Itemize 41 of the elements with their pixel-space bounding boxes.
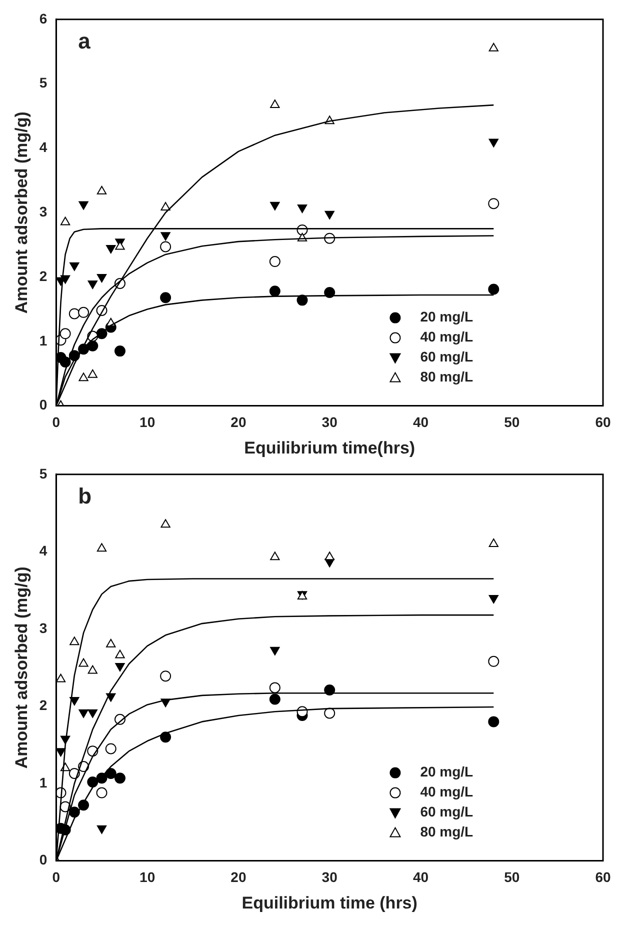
y-tick-label: 3	[39, 620, 48, 636]
x-tick-label: 40	[412, 869, 429, 886]
x-tick-label: 20	[230, 414, 246, 430]
legend-label: 60 mg/L	[420, 348, 474, 365]
legend-label: 20 mg/L	[420, 308, 474, 325]
legend-label: 40 mg/L	[420, 784, 474, 800]
legend-label: 20 mg/L	[420, 764, 474, 780]
y-tick-label: 2	[39, 697, 48, 714]
y-tick-label: 2	[39, 268, 48, 284]
y-tick-label: 1	[39, 332, 48, 348]
y-axis-title: Amount adsorbed (mg/g)	[12, 112, 31, 314]
y-axis-title: Amount adsorbed (mg/g)	[12, 566, 31, 769]
annotation: b	[78, 483, 92, 508]
x-tick-label: 20	[230, 869, 246, 886]
y-tick-label: 4	[39, 139, 48, 156]
legend-label: 60 mg/L	[420, 804, 474, 820]
x-tick-label: 50	[504, 414, 520, 430]
x-tick-label: 40	[412, 414, 429, 430]
y-tick-label: 4	[39, 542, 48, 559]
x-tick-label: 0	[52, 414, 60, 430]
x-tick-label: 10	[140, 414, 156, 430]
y-tick-label: 5	[39, 465, 48, 482]
x-tick-label: 30	[322, 414, 338, 430]
annotation: a	[78, 28, 92, 54]
y-tick-label: 1	[39, 774, 48, 790]
y-tick-label: 3	[39, 203, 48, 220]
legend-label: 40 mg/L	[420, 328, 474, 345]
x-axis-title: Equilibrium time(hrs)	[244, 438, 416, 458]
legend-label: 80 mg/L	[420, 368, 474, 385]
x-tick-label: 0	[52, 869, 60, 886]
y-tick-label: 0	[39, 396, 48, 413]
x-axis-title: Equilibrium time (hrs)	[242, 893, 418, 912]
x-tick-label: 50	[504, 869, 520, 886]
x-tick-label: 30	[322, 869, 338, 886]
y-tick-label: 0	[39, 852, 48, 868]
legend-label: 80 mg/L	[420, 824, 474, 840]
x-tick-label: 60	[595, 869, 611, 886]
y-tick-label: 6	[39, 10, 48, 26]
y-tick-label: 5	[39, 74, 48, 91]
x-tick-label: 60	[595, 414, 611, 430]
x-tick-label: 10	[140, 869, 156, 886]
